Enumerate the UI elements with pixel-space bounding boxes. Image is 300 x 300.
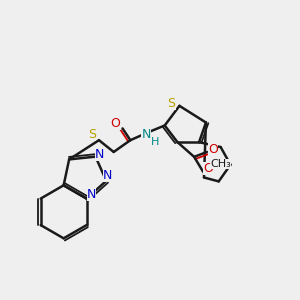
- Text: CH₃: CH₃: [210, 159, 231, 169]
- Text: O: O: [111, 117, 121, 130]
- Text: S: S: [88, 128, 96, 141]
- Text: H: H: [151, 137, 159, 147]
- Text: O: O: [203, 162, 213, 175]
- Text: N: N: [95, 148, 104, 161]
- Text: O: O: [208, 142, 218, 155]
- Text: N: N: [141, 128, 151, 141]
- Text: N: N: [103, 169, 112, 182]
- Text: S: S: [168, 98, 176, 110]
- Text: N: N: [87, 188, 96, 201]
